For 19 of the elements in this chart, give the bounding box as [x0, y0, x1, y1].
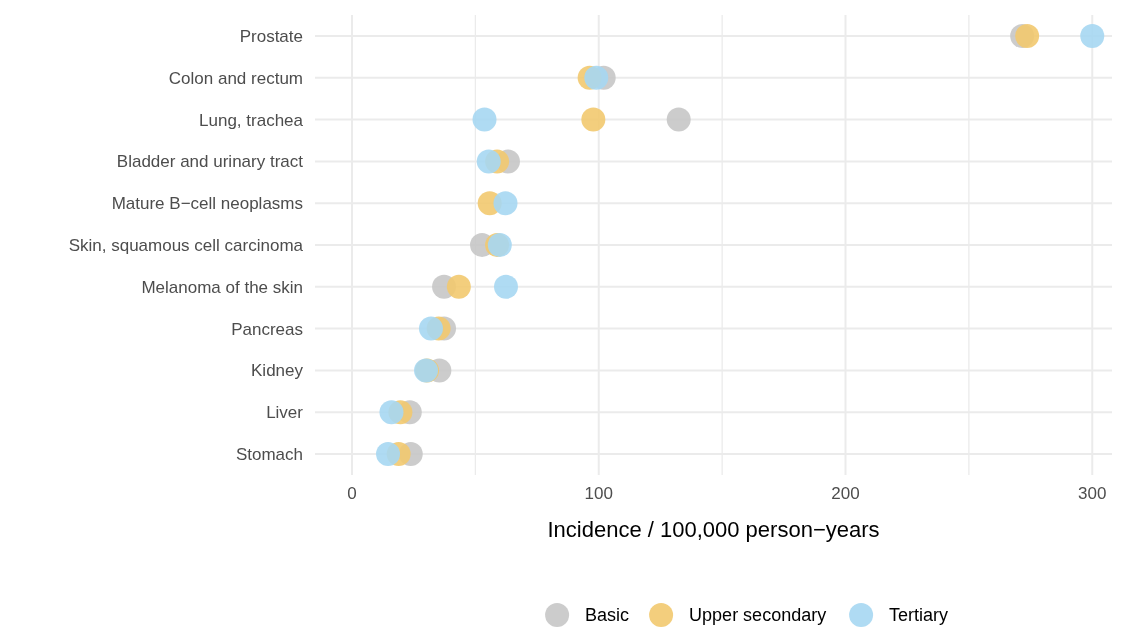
x-tick-label: 0: [347, 484, 357, 503]
y-tick-label: Bladder and urinary tract: [116, 152, 304, 172]
y-tick-label: Lung, trachea: [199, 110, 304, 130]
y-tick-label: Liver: [266, 403, 304, 423]
legend-label: Upper secondary: [689, 605, 827, 626]
x-axis-title: Incidence / 100,000 person−years: [547, 517, 880, 542]
legend-label: Tertiary: [889, 605, 949, 626]
x-tick-label: 100: [584, 484, 613, 503]
y-tick-label: Pancreas: [231, 319, 303, 339]
y-tick-label: Melanoma of the skin: [141, 277, 303, 297]
y-tick-label: Kidney: [251, 361, 304, 381]
y-tick-label: Prostate: [239, 26, 303, 46]
y-tick-label: Stomach: [235, 444, 303, 464]
y-tick-label: Mature B−cell neoplasms: [111, 194, 303, 214]
y-tick-label: Colon and rectum: [168, 68, 303, 88]
x-tick-label: 300: [1078, 484, 1107, 503]
x-tick-label: 200: [831, 484, 860, 503]
legend-label: Basic: [585, 605, 630, 626]
y-tick-label: Skin, squamous cell carcinoma: [68, 235, 304, 255]
